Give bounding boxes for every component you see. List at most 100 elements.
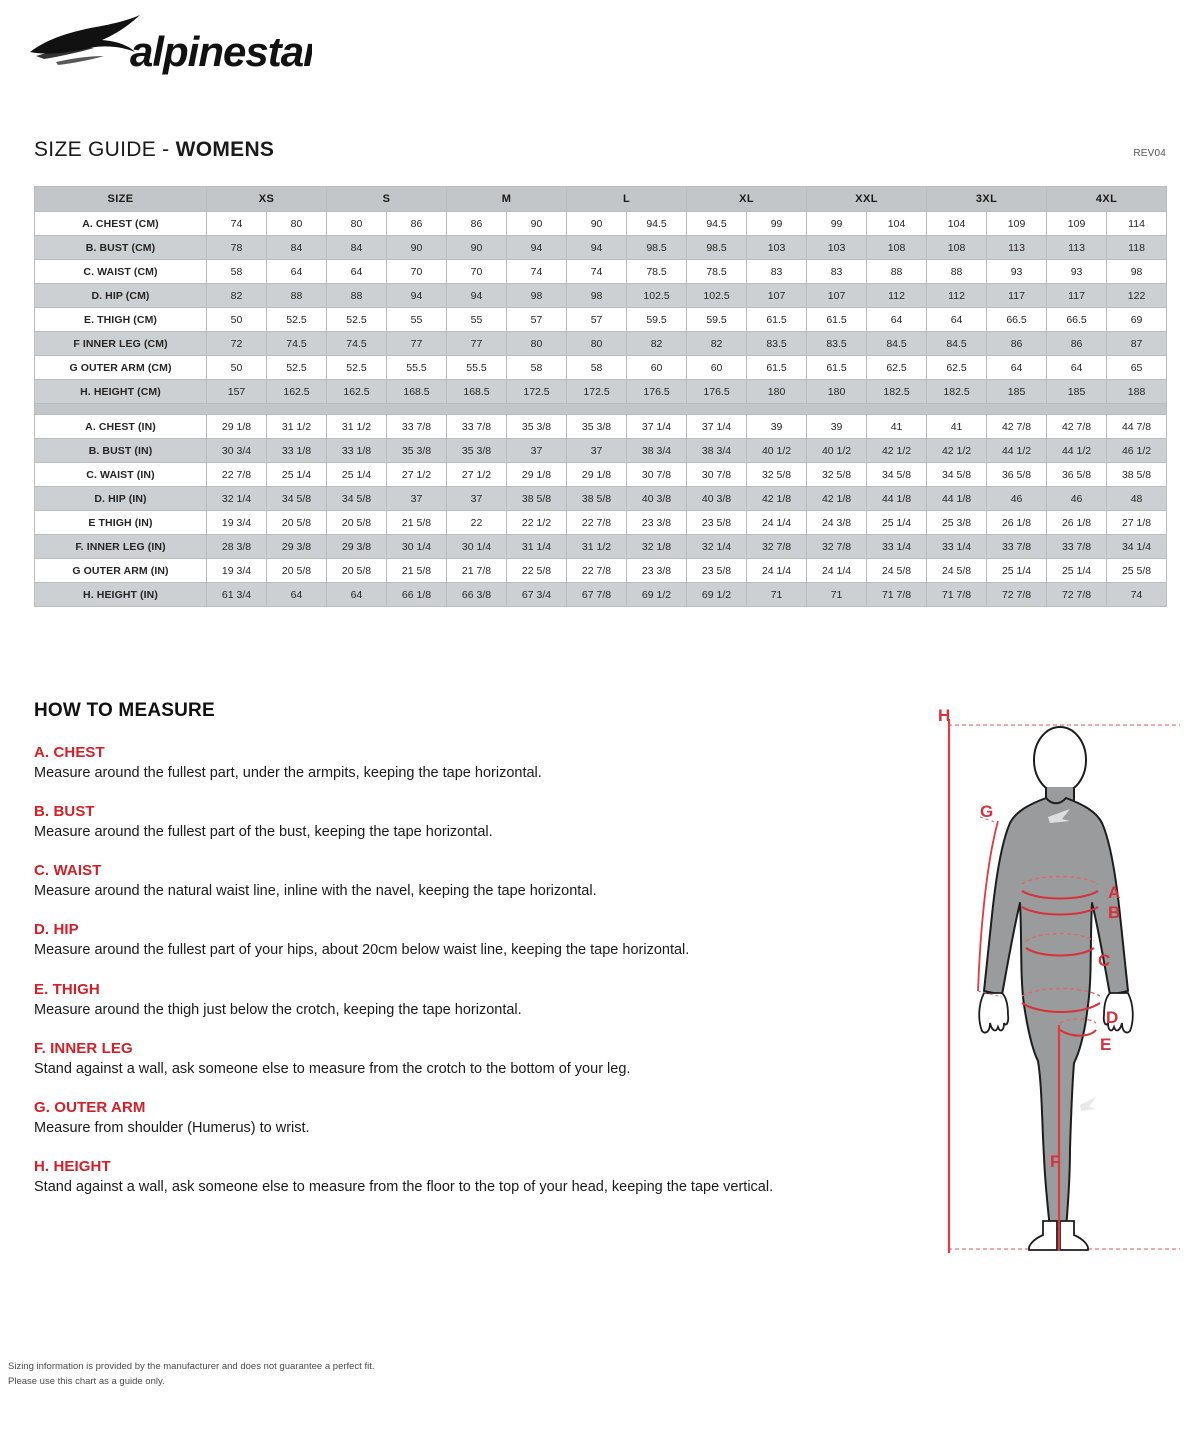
- measurement-cell: 26 1/8: [1046, 510, 1108, 535]
- figure-label-h: H: [938, 706, 950, 725]
- measurement-cell: 34 5/8: [326, 486, 388, 511]
- measurement-cell: 176.5: [686, 379, 748, 404]
- how-to-measure-item-heading: A. CHEST: [34, 744, 105, 761]
- measurement-cell: 31 1/2: [265, 414, 328, 439]
- measurement-cell: 74: [506, 259, 568, 284]
- measurement-cell: 88: [866, 259, 928, 284]
- measurement-cell: 61.5: [746, 355, 808, 380]
- measurement-cell: 82: [206, 283, 267, 308]
- measurement-cell: 38 3/4: [686, 438, 748, 463]
- table-row: H. HEIGHT (IN) 61 3/4 64 64 66 1/8 66 3/8 67 3…: [34, 582, 1168, 607]
- measurement-cell: 40 1/2: [746, 438, 808, 463]
- measurement-cell: 32 1/4: [206, 486, 267, 511]
- size-table-spacer: [33, 403, 1168, 415]
- how-to-measure-item-description: Measure around the natural waist line, i…: [34, 883, 597, 900]
- measurement-cell: 62.5: [866, 355, 928, 380]
- measurement-cell: 29 1/8: [206, 414, 267, 439]
- table-row: B. BUST (IN) 30 3/4 33 1/8 33 1/8 35 3/8 35 3…: [34, 438, 1168, 463]
- table-row: A. CHEST (IN) 29 1/8 31 1/2 31 1/2 33 7/8 33 …: [34, 414, 1168, 439]
- how-to-measure-title: HOW TO MEASURE: [34, 700, 215, 721]
- measurement-cell: 102.5: [626, 283, 688, 308]
- measurement-cell: 90: [446, 235, 508, 260]
- measurement-cell: 162.5: [326, 379, 388, 404]
- measurement-cell: 94.5: [686, 211, 748, 236]
- measurement-cell: 180: [746, 379, 808, 404]
- measurement-cell: 80: [506, 331, 568, 356]
- measurement-cell: 32 7/8: [746, 534, 808, 559]
- measurement-cell: 20 5/8: [265, 558, 328, 583]
- measurement-cell: 24 3/8: [806, 510, 868, 535]
- measurement-cell: 65: [1106, 355, 1168, 380]
- measurement-cell: 41: [866, 414, 928, 439]
- how-to-measure-item-heading: D. HIP: [34, 921, 79, 939]
- measurement-cell: 114: [1106, 211, 1168, 236]
- table-section-divider-cell: [33, 403, 1168, 415]
- how-to-measure-item: G. OUTER ARM Measure from shoulder (Humer…: [34, 1099, 914, 1137]
- measurement-cell: 29 3/8: [326, 534, 388, 559]
- measurement-cell: 22: [446, 510, 508, 535]
- figure-label-a: A: [1108, 883, 1120, 902]
- table-row: E THIGH (IN) 19 3/4 20 5/8 20 5/8 21 5/8 22 22…: [34, 510, 1168, 535]
- measurement-cell: 172.5: [566, 379, 628, 404]
- size-header-label: SIZE: [34, 186, 207, 212]
- in-row-label: F. INNER LEG (IN): [34, 534, 207, 559]
- measurement-cell: 107: [806, 283, 868, 308]
- how-to-measure-item: C. WAIST Measure around the natural waist…: [34, 862, 914, 900]
- measurement-cell: 113: [986, 235, 1048, 260]
- svg-text:alpinestars: alpinestars: [130, 28, 312, 75]
- measurement-cell: 35 3/8: [506, 414, 568, 439]
- measurement-cell: 109: [986, 211, 1048, 236]
- measurement-cell: 185: [986, 379, 1048, 404]
- measurement-cell: 46 1/2: [1106, 438, 1168, 463]
- measurement-cell: 37: [506, 438, 568, 463]
- measurement-cell: 38 5/8: [506, 486, 568, 511]
- measurement-cell: 44 1/8: [866, 486, 928, 511]
- measurement-cell: 24 1/4: [806, 558, 868, 583]
- measurement-cell: 44 1/2: [986, 438, 1048, 463]
- measurement-cell: 28 3/8: [206, 534, 267, 559]
- size-table: SIZE XS S M L XL XXL 3XL 4XL A. CHEST (CM) 74 80 8…: [33, 186, 1168, 607]
- measurement-cell: 64: [265, 259, 328, 284]
- measurement-cell: 86: [386, 211, 448, 236]
- figure-label-c: C: [1098, 951, 1110, 970]
- cm-row-label: E. THIGH (CM): [34, 307, 207, 332]
- measurement-cell: 32 7/8: [806, 534, 868, 559]
- measurement-cell: 52.5: [265, 355, 328, 380]
- how-to-measure-item-description: Measure around the fullest part, under t…: [34, 765, 542, 781]
- size-header-row: SIZE XS S M L XL XXL 3XL 4XL: [34, 186, 1168, 212]
- in-row-label: D. HIP (IN): [34, 486, 207, 511]
- measurement-cell: 29 3/8: [265, 534, 328, 559]
- measurement-cell: 31 1/4: [506, 534, 568, 559]
- measurement-cell: 33 7/8: [386, 414, 448, 439]
- measurement-cell: 172.5: [506, 379, 568, 404]
- measurement-cell: 88: [265, 283, 328, 308]
- measurement-cell: 25 3/8: [926, 510, 988, 535]
- measurement-cell: 83: [806, 259, 868, 284]
- measurement-cell: 78: [206, 235, 267, 260]
- measurement-cell: 109: [1046, 211, 1108, 236]
- measurement-cell: 52.5: [326, 355, 388, 380]
- measurement-cell: 84: [265, 235, 328, 260]
- measurement-cell: 118: [1106, 235, 1168, 260]
- measurement-cell: 64: [986, 355, 1048, 380]
- how-to-measure-item: H. HEIGHT Stand against a wall, ask someo…: [34, 1158, 914, 1196]
- measurement-cell: 37 1/4: [686, 414, 748, 439]
- table-row: D. HIP (CM) 82 88 88 94 94 98 98 102.5 102.5 107 10…: [34, 283, 1168, 308]
- measurement-cell: 40 3/8: [686, 486, 748, 511]
- measurement-cell: 67 3/4: [506, 582, 568, 607]
- figure-label-e: E: [1100, 1035, 1111, 1054]
- measurement-cell: 22 1/2: [506, 510, 568, 535]
- measurement-cell: 182.5: [926, 379, 988, 404]
- measurement-cell: 113: [1046, 235, 1108, 260]
- measurement-cell: 66.5: [986, 307, 1048, 332]
- table-section-divider: [33, 403, 1168, 415]
- measurement-cell: 23 5/8: [686, 558, 748, 583]
- bust-band-b: [1021, 906, 1099, 916]
- measurement-cell: 66 1/8: [386, 582, 448, 607]
- measurement-cell: 58: [566, 355, 628, 380]
- measurement-cell: 103: [806, 235, 868, 260]
- measurement-cell: 66.5: [1046, 307, 1108, 332]
- how-to-measure-item-description: Measure around the thigh just below the …: [34, 1001, 522, 1018]
- measurement-cell: 42 1/2: [926, 438, 988, 463]
